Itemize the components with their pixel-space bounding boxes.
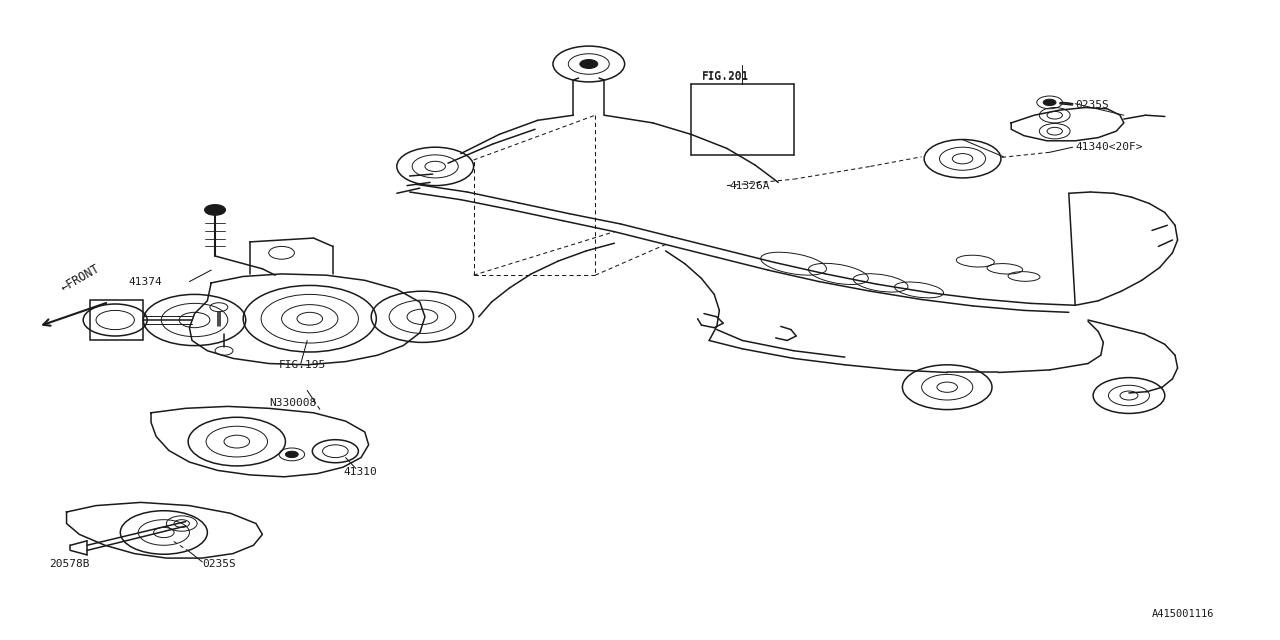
Text: 20578B: 20578B bbox=[49, 559, 90, 570]
Text: ←FRONT: ←FRONT bbox=[59, 262, 102, 294]
Text: A415001116: A415001116 bbox=[1152, 609, 1215, 620]
Text: FIG.201: FIG.201 bbox=[701, 72, 749, 82]
Circle shape bbox=[580, 60, 598, 68]
Circle shape bbox=[285, 451, 298, 458]
Text: 41310: 41310 bbox=[343, 467, 376, 477]
Text: FIG.201: FIG.201 bbox=[701, 70, 749, 81]
Text: 41374: 41374 bbox=[128, 276, 161, 287]
Text: 41326A: 41326A bbox=[730, 180, 771, 191]
Text: 0235S: 0235S bbox=[202, 559, 236, 570]
Text: N330008: N330008 bbox=[269, 398, 316, 408]
Text: FIG.195: FIG.195 bbox=[279, 360, 326, 370]
Circle shape bbox=[205, 205, 225, 215]
Text: 0235S: 0235S bbox=[1075, 100, 1108, 110]
Text: 41340<20F>: 41340<20F> bbox=[1075, 142, 1143, 152]
Circle shape bbox=[1043, 99, 1056, 106]
